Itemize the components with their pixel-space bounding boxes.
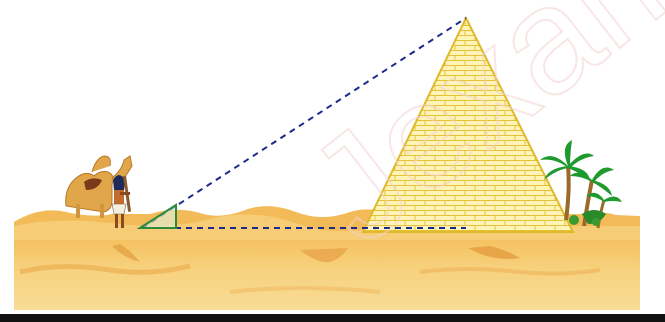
bottom-rule bbox=[0, 314, 665, 322]
surveyor-figure-icon bbox=[111, 175, 132, 228]
pyramid bbox=[361, 15, 575, 233]
sight-line-to-apex bbox=[141, 17, 467, 229]
palm-trees-icon bbox=[540, 140, 622, 229]
set-square bbox=[136, 203, 177, 229]
sight-lines bbox=[141, 17, 467, 229]
